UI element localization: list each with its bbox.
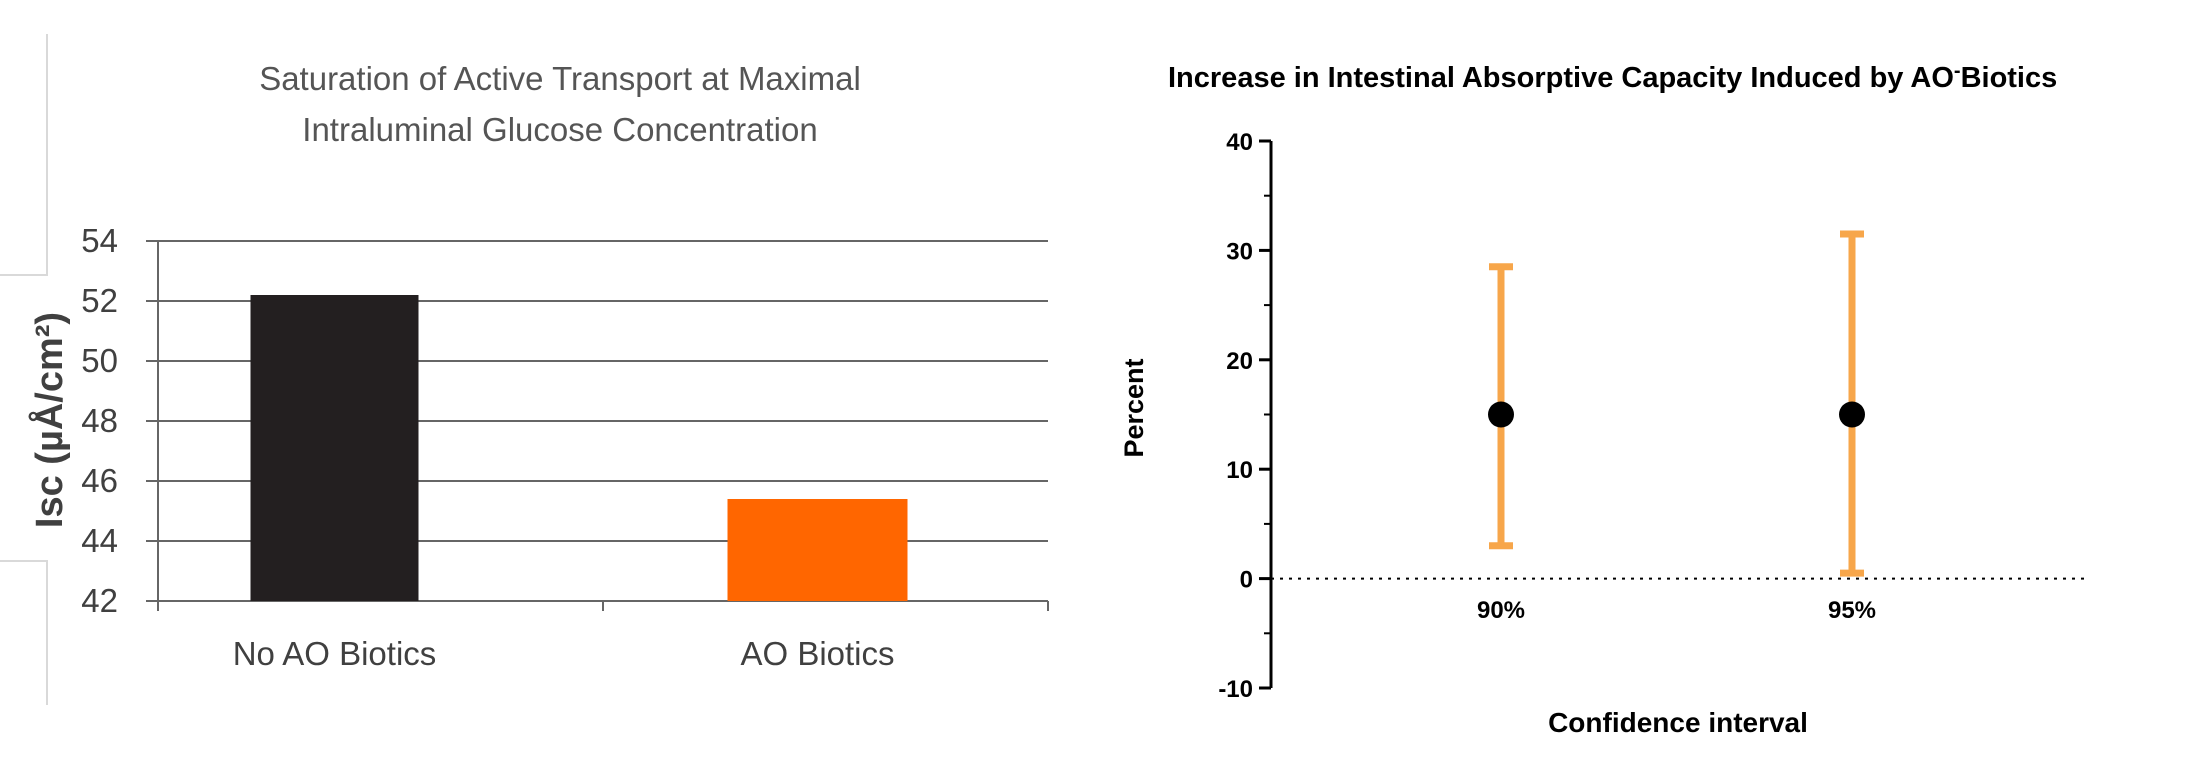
ci-point-estimate	[1839, 401, 1865, 428]
ci-chart-points	[1488, 230, 1865, 577]
bar-chart-title-line-1: Saturation of Active Transport at Maxima…	[259, 60, 861, 97]
ci-point-estimate	[1488, 401, 1514, 428]
ci-chart-category-label: 90%	[1477, 597, 1525, 624]
ci-chart-y-tick-label: 30	[1226, 238, 1253, 265]
left-frame-line-top	[46, 34, 48, 274]
ci-chart-y-axis: -10 0 10 20 30 40	[1218, 129, 1273, 703]
ci-chart-y-tick-label: 10	[1226, 457, 1253, 484]
bar-chart-y-tick-label: 46	[81, 462, 118, 499]
ci-chart-title-end: Biotics	[1961, 62, 2058, 94]
bar-chart-y-axis-label: Isc (µÅ/cm²)	[27, 312, 71, 528]
bar-ao-biotics	[727, 499, 908, 601]
bar-chart-y-tick-label: 44	[81, 522, 118, 559]
ci-chart-title: Increase in Intestinal Absorptive Capaci…	[1168, 60, 2057, 94]
ci-chart-x-labels: 90% 95%	[1477, 597, 1876, 624]
bar-chart-category-label: AO Biotics	[740, 635, 894, 672]
ci-chart-category-label: 95%	[1828, 597, 1876, 624]
bar-chart-y-tick-label: 50	[81, 342, 118, 379]
confidence-interval-chart: Increase in Intestinal Absorptive Capaci…	[1119, 60, 2088, 738]
bar-chart-y-tick-label: 54	[81, 222, 118, 259]
ci-chart-y-tick-label: -10	[1218, 676, 1253, 703]
ci-chart-y-tick-label: 20	[1226, 348, 1253, 375]
bar-chart: Saturation of Active Transport at Maxima…	[27, 60, 1049, 672]
bar-chart-title-line-2: Intraluminal Glucose Concentration	[302, 111, 817, 148]
bar-chart-y-ticks: 42 44 46 48 50 52 54	[81, 222, 118, 619]
bar-chart-y-tick-label: 52	[81, 282, 118, 319]
bar-chart-bars	[250, 295, 908, 601]
ci-chart-y-tick-label: 40	[1226, 129, 1253, 156]
ci-chart-y-tick-label: 0	[1240, 567, 1253, 594]
ci-chart-title-superscript: -	[1954, 60, 1961, 82]
bar-chart-y-tick-label: 48	[81, 402, 118, 439]
left-frame-tick-top	[0, 274, 48, 276]
bar-chart-category-label: No AO Biotics	[233, 635, 437, 672]
bar-no-ao-biotics	[250, 295, 419, 601]
left-frame-tick-bottom	[0, 560, 48, 562]
bar-chart-y-tick-label: 42	[81, 582, 118, 619]
ci-chart-x-axis-label: Confidence interval	[1548, 707, 1808, 738]
bar-chart-x-axis: No AO Biotics AO Biotics	[157, 241, 1049, 672]
left-frame-line-bottom	[46, 560, 48, 705]
ci-chart-title-main: Increase in Intestinal Absorptive Capaci…	[1168, 62, 1954, 94]
ci-chart-y-axis-label: Percent	[1119, 358, 1149, 457]
